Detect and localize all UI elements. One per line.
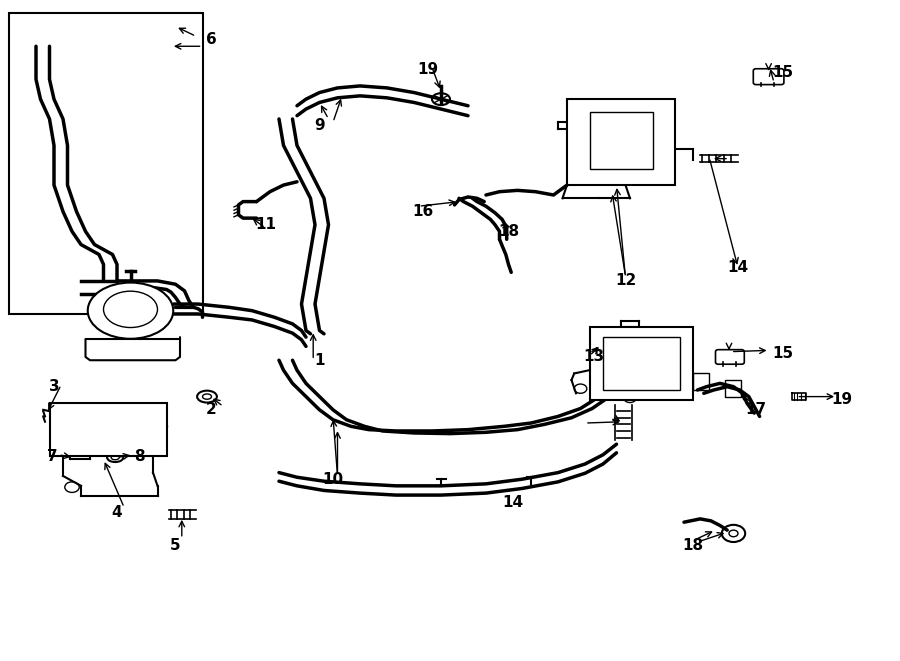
Ellipse shape [117,162,148,169]
Text: 4: 4 [112,505,122,520]
Ellipse shape [202,394,211,399]
Text: 19: 19 [417,62,438,77]
Ellipse shape [122,191,147,196]
Ellipse shape [122,206,147,211]
Ellipse shape [88,283,173,338]
Text: 15: 15 [772,346,794,361]
Bar [693,373,709,390]
Bar [122,194,147,208]
Text: 8: 8 [134,449,145,463]
Bar [603,337,680,390]
Text: 16: 16 [412,204,434,219]
Text: 1: 1 [314,353,325,368]
Ellipse shape [111,455,119,460]
Text: 18: 18 [498,224,519,239]
Bar [117,165,148,182]
Text: 19: 19 [831,393,852,407]
Text: 10: 10 [322,472,344,486]
Circle shape [722,525,745,542]
Text: 14: 14 [502,495,524,510]
Text: 14: 14 [727,260,749,275]
Text: 13: 13 [583,350,605,364]
Bar [9,13,202,314]
Ellipse shape [104,291,158,327]
Bar [590,327,693,400]
Text: 11: 11 [255,217,276,232]
Circle shape [65,482,79,492]
Ellipse shape [432,93,450,105]
Text: 9: 9 [314,118,325,133]
Ellipse shape [197,391,217,403]
Text: 3: 3 [49,379,59,394]
Circle shape [678,384,690,393]
Bar [590,112,652,169]
Text: 2: 2 [206,403,217,417]
Text: 6: 6 [206,32,217,47]
Text: 17: 17 [745,403,767,417]
Bar [567,99,675,185]
Text: 18: 18 [682,538,704,553]
Circle shape [729,530,738,537]
FancyBboxPatch shape [716,350,744,364]
Circle shape [574,384,587,393]
Ellipse shape [117,178,148,185]
Ellipse shape [107,453,123,462]
Bar [724,380,741,397]
Text: 7: 7 [47,449,58,463]
Circle shape [624,393,636,403]
Text: 12: 12 [615,274,636,288]
FancyBboxPatch shape [753,69,784,85]
Bar [50,403,166,456]
Text: 5: 5 [170,538,181,553]
Text: 15: 15 [772,65,794,80]
